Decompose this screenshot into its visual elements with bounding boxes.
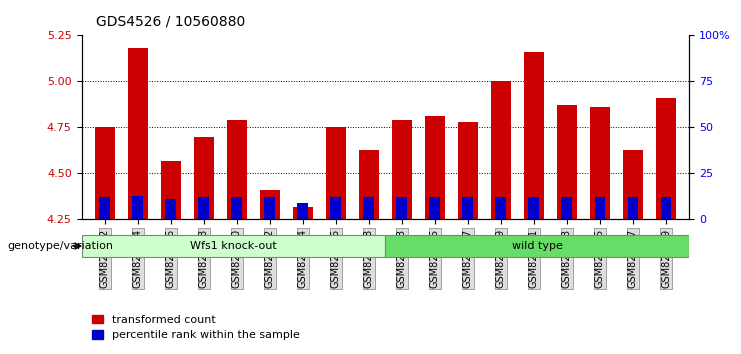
Bar bbox=[359, 149, 379, 219]
Bar bbox=[528, 198, 539, 219]
Bar bbox=[165, 199, 176, 219]
Bar bbox=[99, 198, 110, 219]
Bar bbox=[265, 198, 275, 219]
Bar bbox=[194, 137, 213, 219]
FancyBboxPatch shape bbox=[385, 235, 689, 257]
Bar bbox=[458, 122, 478, 219]
Text: GDS4526 / 10560880: GDS4526 / 10560880 bbox=[96, 14, 245, 28]
Bar bbox=[297, 203, 308, 219]
Text: wild type: wild type bbox=[512, 241, 562, 251]
Bar bbox=[425, 116, 445, 219]
Bar bbox=[590, 107, 610, 219]
Bar bbox=[462, 198, 473, 219]
Bar bbox=[660, 198, 671, 219]
Bar bbox=[562, 198, 572, 219]
Bar bbox=[656, 98, 676, 219]
Bar bbox=[330, 198, 342, 219]
Bar bbox=[227, 120, 247, 219]
Bar bbox=[396, 198, 408, 219]
Bar bbox=[429, 198, 440, 219]
Bar bbox=[127, 48, 147, 219]
Bar bbox=[491, 81, 511, 219]
Bar bbox=[392, 120, 412, 219]
Bar bbox=[231, 198, 242, 219]
Legend: transformed count, percentile rank within the sample: transformed count, percentile rank withi… bbox=[87, 310, 304, 345]
Bar bbox=[161, 161, 181, 219]
Bar bbox=[95, 127, 115, 219]
Bar bbox=[524, 52, 544, 219]
Bar bbox=[628, 198, 639, 219]
Bar bbox=[594, 198, 605, 219]
Text: Wfs1 knock-out: Wfs1 knock-out bbox=[190, 241, 277, 251]
Bar bbox=[293, 207, 313, 219]
Bar bbox=[326, 127, 346, 219]
Bar bbox=[496, 198, 506, 219]
Bar bbox=[132, 195, 143, 219]
Text: genotype/variation: genotype/variation bbox=[7, 241, 113, 251]
Bar bbox=[260, 190, 279, 219]
Bar bbox=[363, 198, 374, 219]
Bar bbox=[623, 149, 643, 219]
Bar bbox=[199, 198, 209, 219]
FancyBboxPatch shape bbox=[82, 235, 385, 257]
Bar bbox=[557, 105, 576, 219]
